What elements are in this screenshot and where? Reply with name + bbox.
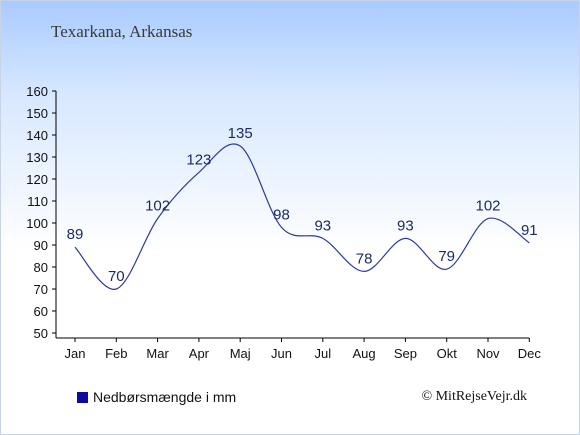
data-label: 91	[521, 222, 538, 239]
x-tick-label: Dec	[518, 346, 542, 361]
y-tick-label: 100	[26, 216, 48, 231]
x-tick-label: Feb	[105, 346, 127, 361]
legend-label: Nedbørsmængde i mm	[93, 389, 237, 405]
y-tick-label: 80	[34, 260, 48, 275]
x-tick-label: Aug	[353, 346, 376, 361]
x-tick-label: Jul	[314, 346, 331, 361]
series-line	[74, 143, 530, 290]
data-label: 102	[475, 198, 500, 215]
legend: Nedbørsmængde i mm	[77, 389, 236, 405]
y-tick-label: 160	[26, 84, 48, 99]
credit-text: © MitRejseVejr.dk	[421, 389, 527, 404]
y-tick-label: 130	[26, 150, 48, 165]
x-tick-label: Maj	[230, 346, 251, 361]
data-label: 93	[397, 217, 414, 234]
data-label: 70	[108, 268, 125, 285]
y-tick-label: 50	[34, 326, 48, 341]
y-tick-label: 70	[34, 282, 48, 297]
y-tick-label: 90	[34, 238, 48, 253]
x-tick-label: Jan	[65, 346, 86, 361]
y-tick-label: 60	[34, 304, 48, 319]
data-label: 79	[438, 248, 455, 265]
x-tick-label: Sep	[394, 346, 417, 361]
chart-title: Texarkana, Arkansas	[51, 22, 193, 41]
data-label: 78	[356, 250, 373, 267]
y-tick-label: 120	[26, 172, 48, 187]
data-label: 89	[67, 226, 84, 243]
x-tick-label: Mar	[146, 346, 169, 361]
data-label: 93	[314, 217, 331, 234]
x-tick-label: Jun	[271, 346, 292, 361]
x-tick-label: Nov	[476, 346, 500, 361]
x-tick-label: Apr	[189, 346, 210, 361]
x-tick-label: Okt	[437, 346, 458, 361]
y-tick-label: 140	[26, 128, 48, 143]
data-label: 102	[145, 198, 170, 215]
y-tick-label: 110	[27, 194, 48, 209]
data-label: 98	[273, 206, 290, 223]
legend-swatch	[77, 391, 88, 403]
data-label: 123	[186, 151, 211, 168]
y-tick-label: 150	[26, 106, 48, 121]
data-label: 135	[228, 125, 253, 142]
